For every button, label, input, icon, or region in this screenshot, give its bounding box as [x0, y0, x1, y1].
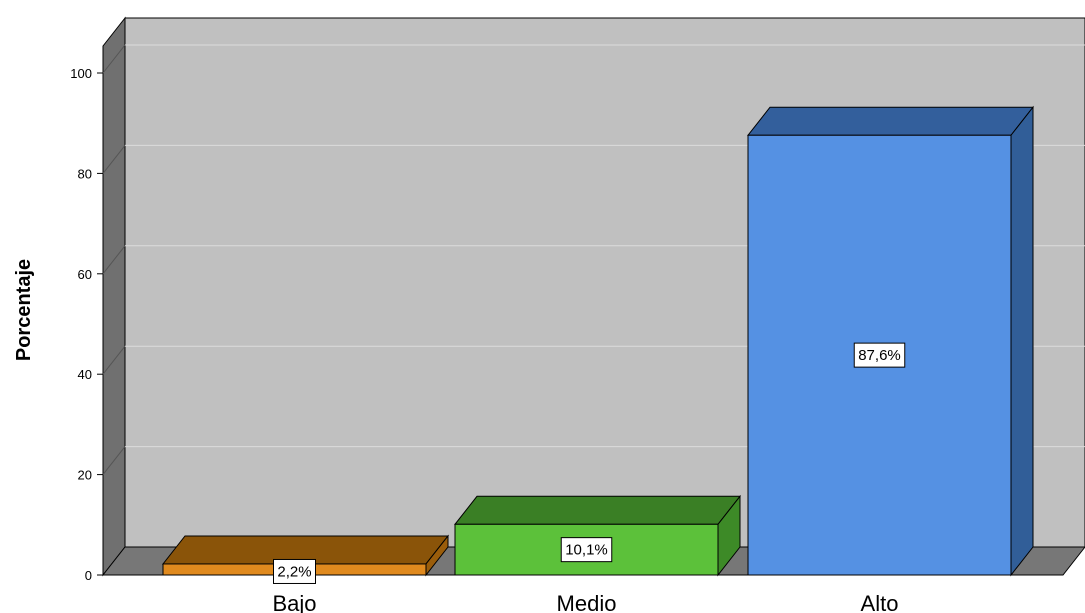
data-label: 2,2%	[277, 563, 311, 580]
y-tick-label: 80	[78, 166, 92, 181]
x-tick-label: Medio	[557, 591, 617, 613]
x-tick-label: Alto	[861, 591, 899, 613]
wall-gridline	[102, 345, 126, 375]
data-label-bajo: 2,2%	[273, 558, 316, 584]
y-tick-label: 100	[70, 66, 92, 81]
data-label-box	[853, 342, 906, 368]
bars: 2,2% 10,1% 87,6%	[161, 105, 1035, 584]
data-label-medio: 10,1%	[560, 537, 613, 563]
bar-alto	[746, 105, 1035, 577]
y-tick-label: 20	[78, 468, 92, 483]
bar-top	[453, 495, 742, 525]
data-label-box	[560, 537, 613, 563]
data-label: 10,1%	[565, 542, 608, 559]
y-tick-label: 40	[78, 367, 92, 382]
wall-gridline	[102, 446, 126, 475]
data-label: 87,6%	[858, 347, 901, 364]
wall-gridline	[102, 145, 126, 174]
data-label-box	[273, 558, 316, 584]
bar-side	[1010, 105, 1034, 577]
plot-left-wall	[102, 16, 126, 577]
y-tick-label: 60	[78, 267, 92, 282]
y-axis-label: Porcentaje	[13, 259, 35, 361]
bar-top	[746, 106, 1035, 136]
x-axis: Bajo Medio Alto	[272, 591, 898, 613]
y-axis: 0 20 40 60 80 100	[70, 66, 103, 583]
y-tick-label: 0	[85, 568, 92, 583]
wall-gridline	[102, 44, 126, 74]
wall-gridline	[102, 245, 126, 275]
x-tick-label: Bajo	[272, 591, 316, 613]
bar-medio	[453, 494, 742, 577]
data-label-alto: 87,6%	[853, 342, 906, 368]
